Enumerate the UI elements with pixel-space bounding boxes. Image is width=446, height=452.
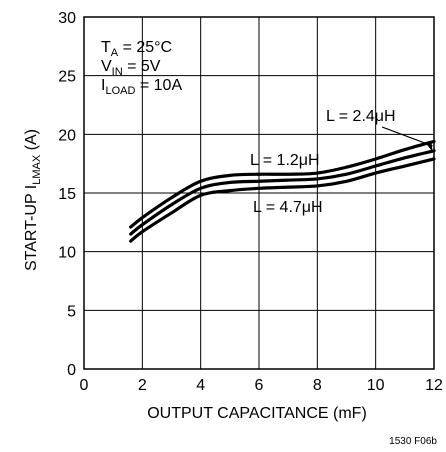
series-label-2-4uh: L = 2.4μH <box>326 108 396 125</box>
y-axis-title-unit: (A) <box>23 129 40 155</box>
series-label-1-2uh: L = 1.2μH <box>250 152 320 169</box>
x-tick-label: 12 <box>425 377 443 394</box>
figure-id: 1530 F06b <box>389 436 437 447</box>
y-tick-labels: 0 5 10 15 20 25 30 <box>58 10 76 379</box>
x-tick-label: 4 <box>196 377 205 394</box>
arrow-line <box>381 126 433 147</box>
condition-temperature-main: T <box>101 39 111 56</box>
condition-vin-main: V <box>101 58 112 75</box>
y-axis-title-sub: LMAX <box>31 154 43 185</box>
condition-temperature-rest: = 25°C <box>118 39 172 56</box>
y-tick-label: 5 <box>67 303 76 320</box>
x-tick-label: 8 <box>313 377 322 394</box>
x-axis-title: OUTPUT CAPACITANCE (mF) <box>147 405 367 422</box>
x-tick-label: 6 <box>255 377 264 394</box>
series-line-2-4uh <box>129 149 436 236</box>
condition-temperature-sub: A <box>111 47 119 59</box>
x-tick-label: 0 <box>80 377 89 394</box>
condition-vin-sub: IN <box>112 66 123 78</box>
series-line-1-2uh <box>129 139 436 229</box>
condition-iload: ILOAD = 10A <box>101 77 182 97</box>
condition-temperature: TA = 25°C <box>101 39 172 59</box>
condition-iload-sub: LOAD <box>105 85 135 97</box>
condition-vin: VIN = 5V <box>101 58 161 78</box>
x-tick-label: 10 <box>367 377 385 394</box>
series-label-4-7uh: L = 4.7μH <box>253 199 323 216</box>
condition-iload-rest: = 10A <box>135 77 182 94</box>
series-arrows <box>381 126 433 152</box>
y-tick-label: 10 <box>58 245 76 262</box>
plot-frame <box>83 16 435 370</box>
series-line-4-7uh <box>129 157 436 243</box>
y-tick-label: 25 <box>58 69 76 86</box>
y-axis-title-main: START-UP I <box>23 185 40 271</box>
series-lines <box>129 139 436 243</box>
x-tick-label: 2 <box>138 377 147 394</box>
arrow-head <box>425 141 433 152</box>
y-tick-label: 0 <box>67 362 76 379</box>
x-tick-labels: 0 2 4 6 8 10 12 <box>80 377 443 394</box>
condition-vin-rest: = 5V <box>123 58 161 75</box>
y-tick-label: 20 <box>58 127 76 144</box>
y-tick-label: 30 <box>58 10 76 27</box>
y-tick-label: 15 <box>58 186 76 203</box>
condition-iload-main: I <box>101 77 105 94</box>
y-axis-title: START-UP ILMAX (A) <box>23 129 43 271</box>
